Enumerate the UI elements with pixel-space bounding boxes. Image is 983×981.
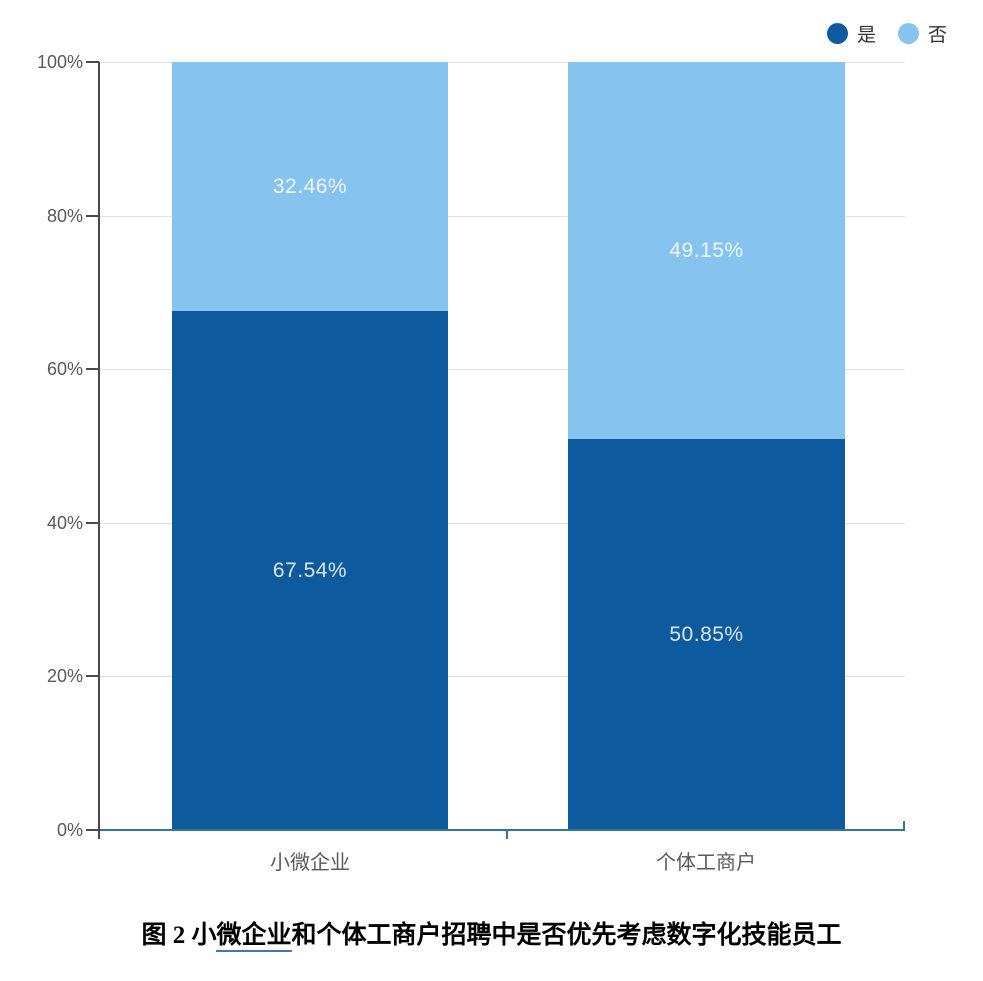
y-axis-label-100: 100% bbox=[36, 52, 83, 72]
caption-suffix: 和个体工商户招聘中是否优先考虑数字化技能员工 bbox=[291, 922, 842, 949]
bar-value-label: 67.54% bbox=[272, 558, 348, 582]
bar-xiaowei-qiye: 32.46% 67.54% bbox=[172, 62, 448, 830]
y-tick-80 bbox=[86, 214, 99, 217]
gridline-40 bbox=[100, 522, 905, 524]
y-tick-100 bbox=[86, 61, 99, 63]
figure-caption: 图 2 小微企业和个体工商户招聘中是否优先考虑数字化技能员工 bbox=[0, 915, 983, 952]
bar-value-label: 50.85% bbox=[669, 622, 744, 646]
y-axis-label-60: 60% bbox=[46, 359, 83, 380]
y-tick-40 bbox=[86, 521, 99, 524]
y-tick-60 bbox=[86, 368, 99, 371]
bar-value-label: 49.15% bbox=[669, 238, 744, 262]
legend-item-yes[interactable]: 是 bbox=[826, 20, 876, 47]
x-axis-tick-end bbox=[903, 821, 905, 830]
plot-area: 100% 80% 60% 40% 20% 0% 32.46% 67.54% 49… bbox=[37, 53, 905, 874]
x-axis-label-geti-gongshanghu: 个体工商户 bbox=[656, 852, 756, 874]
bar-geti-gongshanghu: 49.15% 50.85% bbox=[568, 62, 845, 830]
gridline-80 bbox=[100, 215, 905, 217]
y-tick-0 bbox=[86, 829, 99, 831]
y-axis-label-0: 0% bbox=[56, 820, 83, 840]
y-axis-line bbox=[98, 62, 100, 839]
gridline-100 bbox=[100, 62, 905, 63]
legend-label-no: 否 bbox=[927, 25, 947, 46]
bar-segment-yes: 67.54% bbox=[172, 311, 448, 830]
x-axis-line bbox=[100, 829, 905, 831]
caption-underlined: 微企业 bbox=[216, 922, 292, 952]
caption-prefix: 图 2 小 bbox=[141, 922, 217, 949]
y-tick-20 bbox=[86, 675, 99, 678]
y-axis-label-20: 20% bbox=[46, 666, 83, 687]
legend-marker-yes-icon bbox=[826, 23, 848, 44]
x-axis-tick-middle bbox=[506, 830, 508, 839]
y-axis-label-40: 40% bbox=[46, 512, 83, 533]
bar-segment-no: 49.15% bbox=[568, 62, 845, 440]
legend-label-yes: 是 bbox=[856, 25, 876, 46]
bar-segment-yes: 50.85% bbox=[568, 439, 845, 830]
legend-marker-no-icon bbox=[897, 23, 919, 44]
x-axis-label-xiaowei-qiye: 小微企业 bbox=[270, 852, 350, 874]
bar-segment-no: 32.46% bbox=[172, 62, 448, 312]
gridline-20 bbox=[100, 676, 905, 678]
y-axis-label-80: 80% bbox=[46, 205, 83, 226]
legend-item-no[interactable]: 否 bbox=[897, 20, 947, 47]
gridline-60 bbox=[100, 369, 905, 371]
bar-value-label: 32.46% bbox=[272, 174, 348, 198]
legend: 是 否 bbox=[826, 20, 947, 47]
